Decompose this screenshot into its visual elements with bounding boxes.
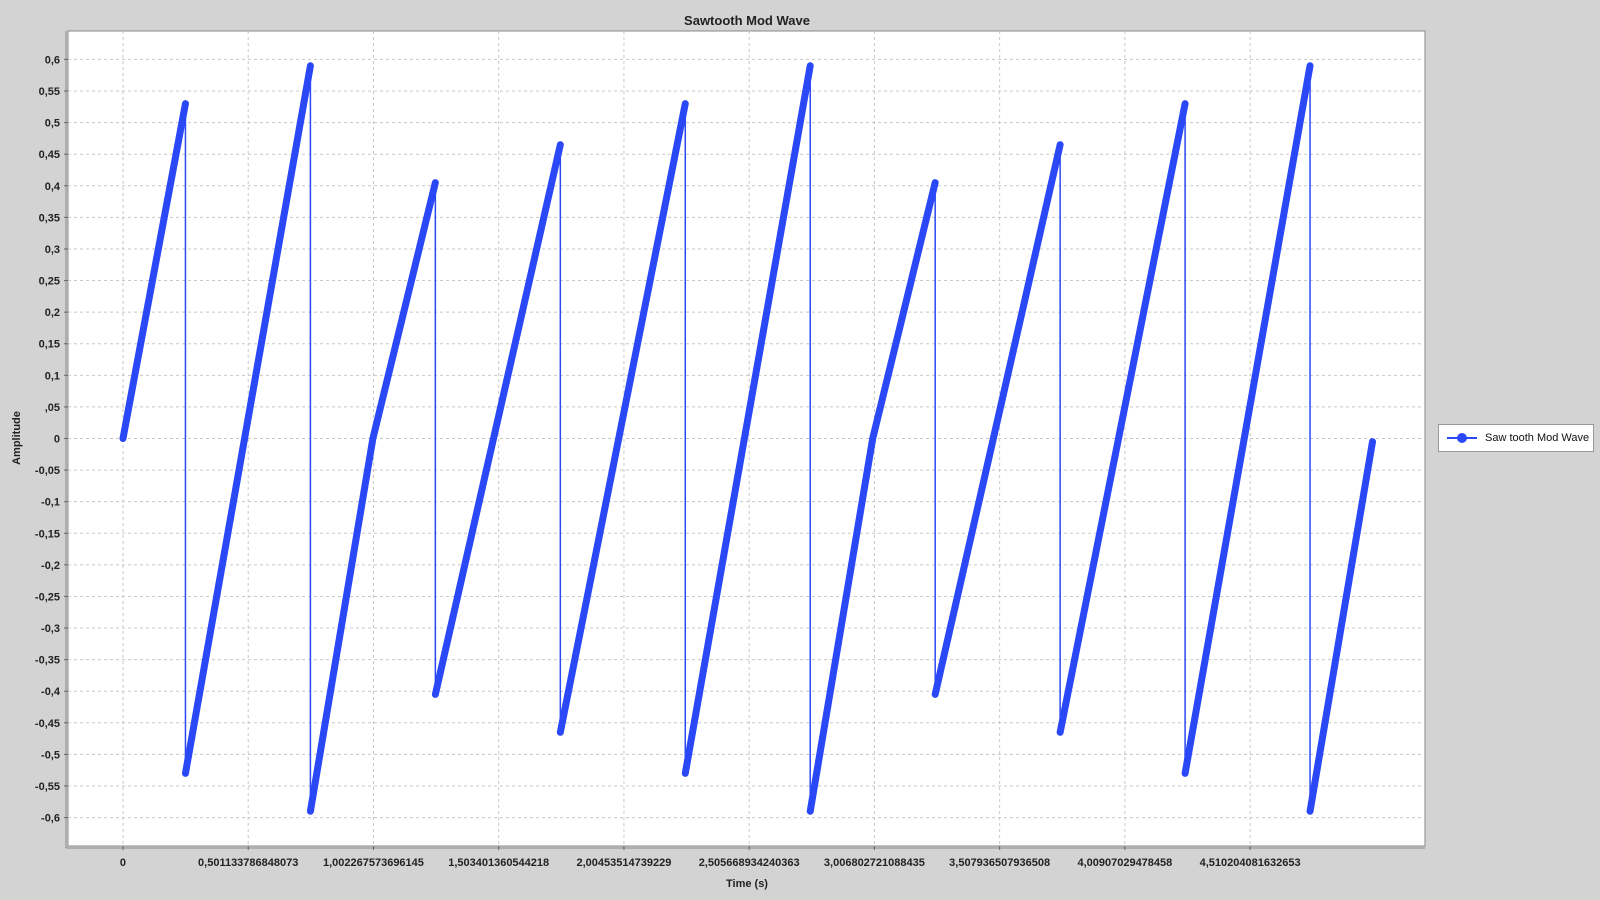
y-tick-label: -0,05 [35, 465, 60, 477]
series-line [931, 141, 1064, 698]
y-tick-label: 0,3 [45, 244, 60, 256]
y-tick-label: 0,4 [45, 181, 61, 193]
y-tick-label: -0,2 [41, 560, 60, 572]
series-line [1056, 100, 1189, 736]
series-line [181, 62, 314, 777]
y-tick-label: -0,6 [41, 813, 60, 825]
y-tick-label: -0,5 [41, 749, 60, 761]
y-tick-label: -0,4 [41, 686, 61, 698]
x-tick-label: 2,505668934240363 [699, 857, 800, 869]
x-tick-label: 1,002267573696145 [323, 857, 424, 869]
series-line [1306, 438, 1377, 815]
y-tick-label: 0,45 [39, 149, 60, 161]
y-tick-label: 0 [54, 434, 60, 446]
y-tick-label: ,05 [45, 402, 60, 414]
y-tick-label: -0,3 [41, 623, 60, 635]
x-axis-label: Time (s) [726, 878, 768, 890]
y-axis: 0,6 0,55 0,5 0,45 0,4 0,35 0,3 0,25 0,2 0,15 0,1 ,0… [35, 54, 68, 825]
y-tick-label: 0,55 [39, 86, 60, 98]
y-axis-label: Amplitude [11, 411, 23, 465]
y-tick-label: 0,25 [39, 276, 60, 288]
y-tick-label: 0,5 [45, 118, 60, 130]
y-tick-label: 0,6 [45, 54, 60, 66]
series-layer [119, 62, 1377, 815]
y-tick-label: -0,25 [35, 591, 60, 603]
x-tick-label: 4,510204081632653 [1200, 857, 1301, 869]
legend: Saw tooth Mod Wave [1438, 424, 1594, 452]
x-tick-label: 1,503401360544218 [448, 857, 549, 869]
series-line [306, 179, 439, 815]
legend-label: Saw tooth Mod Wave [1485, 432, 1590, 444]
x-tick-label: 0,501133786848073 [198, 857, 298, 869]
series-line [119, 100, 189, 442]
y-tick-label: 0,15 [39, 339, 60, 351]
y-tick-label: -0,55 [35, 781, 60, 793]
axis-lines [65, 31, 1425, 849]
x-tick-label: 4,00907029478458 [1077, 857, 1172, 869]
y-tick-label: -0,45 [35, 718, 60, 730]
x-tick-label: 3,006802721088435 [824, 857, 925, 869]
y-tick-label: 0,2 [45, 307, 60, 319]
x-tick-label: 3,507936507936508 [949, 857, 1050, 869]
series-line [431, 141, 564, 698]
series-line [556, 100, 689, 736]
y-tick-label: -0,35 [35, 655, 60, 667]
legend-swatch-icon [1447, 432, 1477, 444]
y-tick-label: -0,1 [41, 497, 60, 509]
series-line [1181, 62, 1314, 777]
x-axis: 0 0,501133786848073 1,002267573696145 1,503… [120, 846, 1301, 869]
y-tick-label: 0,1 [45, 370, 60, 382]
x-tick-label: 0 [120, 857, 126, 869]
series-line [806, 179, 939, 815]
series-line [681, 62, 814, 777]
y-tick-label: 0,35 [39, 212, 60, 224]
chart-title: Sawtooth Mod Wave [684, 13, 810, 28]
y-tick-label: -0,15 [35, 528, 60, 540]
x-tick-label: 2,00453514739229 [577, 857, 672, 869]
